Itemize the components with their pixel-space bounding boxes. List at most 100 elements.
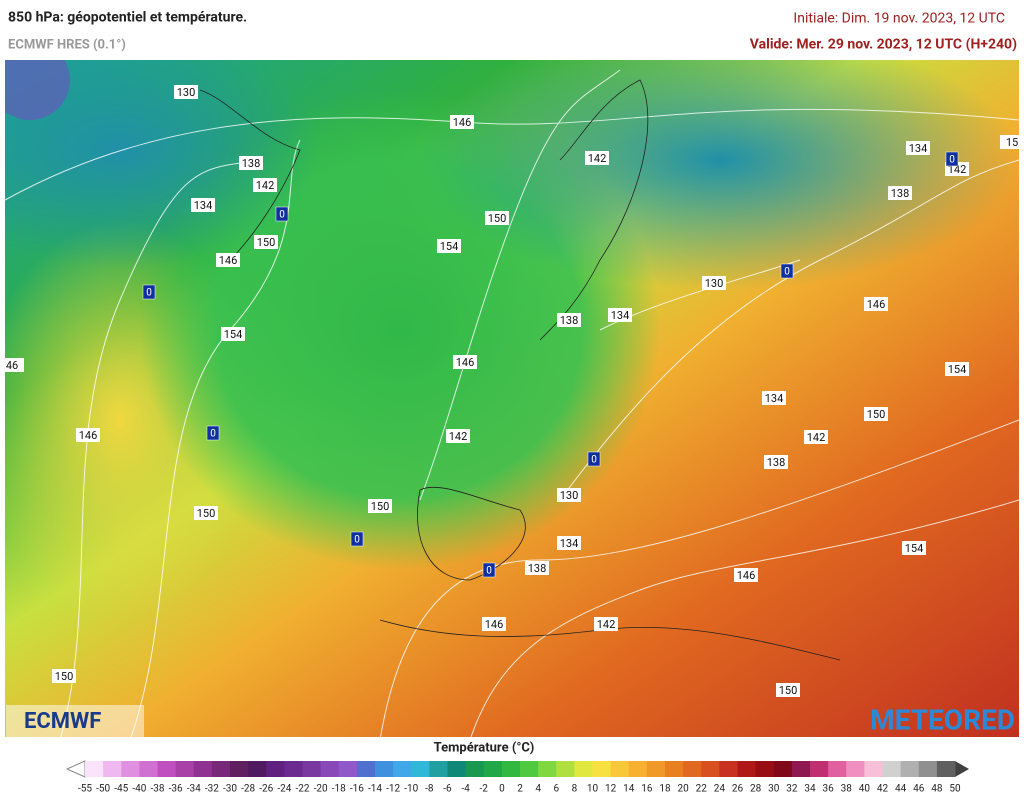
contour-label: 150 — [371, 500, 390, 513]
legend-tick-label: -6 — [443, 784, 452, 795]
contour-label: 138 — [528, 562, 547, 575]
legend-tick-label: 6 — [553, 784, 559, 795]
contour-label-bg — [221, 327, 245, 341]
contour-label: 146 — [456, 356, 475, 369]
contour-label: 138 — [560, 314, 579, 327]
contour-label-bg — [239, 156, 263, 170]
contour-label: 134 — [560, 537, 579, 550]
legend-tick-label: 32 — [786, 784, 798, 795]
contour-label: 150 — [488, 212, 507, 225]
contour-label-bg — [0, 358, 24, 372]
freezing-label-bg — [945, 151, 959, 167]
legend-cell — [828, 761, 847, 777]
contour-label-bg — [902, 541, 926, 555]
legend-cell — [737, 761, 757, 777]
contour-label-bg — [864, 297, 888, 311]
contour-label-bg — [585, 151, 609, 165]
legend-tick-label: 2 — [517, 784, 523, 795]
legend-tick-label: 42 — [877, 784, 889, 795]
contour-label-bg — [525, 561, 549, 575]
freezing-label: 0 — [279, 210, 285, 221]
legend-tick-label: 24 — [714, 784, 726, 795]
legend-cell — [230, 761, 249, 777]
contour-label-bg — [194, 506, 218, 520]
contour-label-bg — [702, 276, 726, 290]
legend-tick-label: 20 — [678, 784, 690, 795]
legend-cell — [683, 761, 702, 777]
logo-right: METEORED — [870, 703, 1015, 736]
legend-arrow-left — [65, 760, 86, 778]
freezing-label: 0 — [486, 566, 492, 577]
contour-label-bg — [608, 308, 632, 322]
freezing-label-bg — [206, 425, 220, 441]
contour-label-bg — [594, 617, 618, 631]
legend-cell — [375, 761, 394, 777]
legend-cell — [574, 761, 593, 777]
contour-label: 134 — [909, 142, 928, 155]
contour-label-bg — [557, 536, 581, 550]
legend-tick-label: -30 — [223, 784, 237, 795]
legend-tick-label: 44 — [895, 784, 907, 795]
legend-cell — [320, 761, 340, 777]
legend-tick-label: 40 — [859, 784, 871, 795]
legend-cell — [483, 761, 503, 777]
contour-label-bg — [764, 455, 788, 469]
contour-label: 146 — [867, 298, 886, 311]
legend-tick-label: -34 — [187, 784, 201, 795]
legend-tick-label: -38 — [150, 784, 164, 795]
legend-tick-label: -2 — [480, 784, 489, 795]
legend-tick-label: -16 — [350, 784, 364, 795]
legend-cell — [538, 761, 557, 777]
contour-label: 150 — [867, 408, 886, 421]
contour-label: 146 — [219, 254, 238, 267]
contour-label: 150 — [55, 670, 74, 683]
valid-time: Valide: Mer. 29 nov. 2023, 12 UTC (H+240… — [750, 37, 1017, 53]
legend-tick-label: 30 — [768, 784, 780, 795]
legend-cell — [610, 761, 630, 777]
legend-tick-label: -20 — [314, 784, 328, 795]
freezing-label-bg — [482, 562, 496, 578]
legend-tick-label: -8 — [425, 784, 434, 795]
contour-label-bg — [906, 141, 930, 155]
legend-tick-label: -26 — [259, 784, 273, 795]
contour-label-bg — [485, 211, 509, 225]
legend-tick-label: 46 — [913, 784, 925, 795]
freezing-label: 0 — [210, 429, 216, 440]
legend-title: Température (°C) — [434, 740, 535, 755]
legend-tick-label: 12 — [605, 784, 617, 795]
legend-cell — [810, 761, 829, 777]
legend-tick-label: -14 — [368, 784, 382, 795]
contour-label: 154 — [905, 542, 924, 555]
contour-label-bg — [864, 407, 888, 421]
contour-label: 138 — [767, 456, 786, 469]
legend-cell — [393, 761, 412, 777]
contour-label: 138 — [891, 187, 910, 200]
contour-label-bg — [482, 617, 506, 631]
legend-tick-label: -36 — [169, 784, 183, 795]
contour-label-bg — [368, 499, 392, 513]
legend-cell — [918, 761, 938, 777]
contour-label: 134 — [765, 392, 784, 405]
legend-cell — [302, 761, 322, 777]
legend-tick-label: 22 — [696, 784, 708, 795]
contour-label-bg — [446, 429, 470, 443]
contour-label-bg — [216, 253, 240, 267]
contour-label: 130 — [560, 489, 579, 502]
contour-label: 130 — [177, 86, 196, 99]
legend-cell — [175, 761, 195, 777]
legend-tick-label: -55 — [78, 784, 92, 795]
contour-label: 142 — [597, 618, 616, 631]
contour-label-bg — [945, 362, 969, 376]
contour-label-bg — [1000, 135, 1024, 149]
legend-cell — [465, 761, 485, 777]
contour-label: 138 — [242, 157, 261, 170]
legend-cell — [356, 761, 376, 777]
contour-label: 150 — [257, 236, 276, 249]
contour-label: 150 — [197, 507, 216, 520]
contour-label: 15 — [1006, 136, 1018, 149]
contour-label-bg — [52, 669, 76, 683]
legend-tick-label: 50 — [949, 784, 961, 795]
contour-label-bg — [191, 198, 215, 212]
legend-tick-label: 38 — [841, 784, 853, 795]
